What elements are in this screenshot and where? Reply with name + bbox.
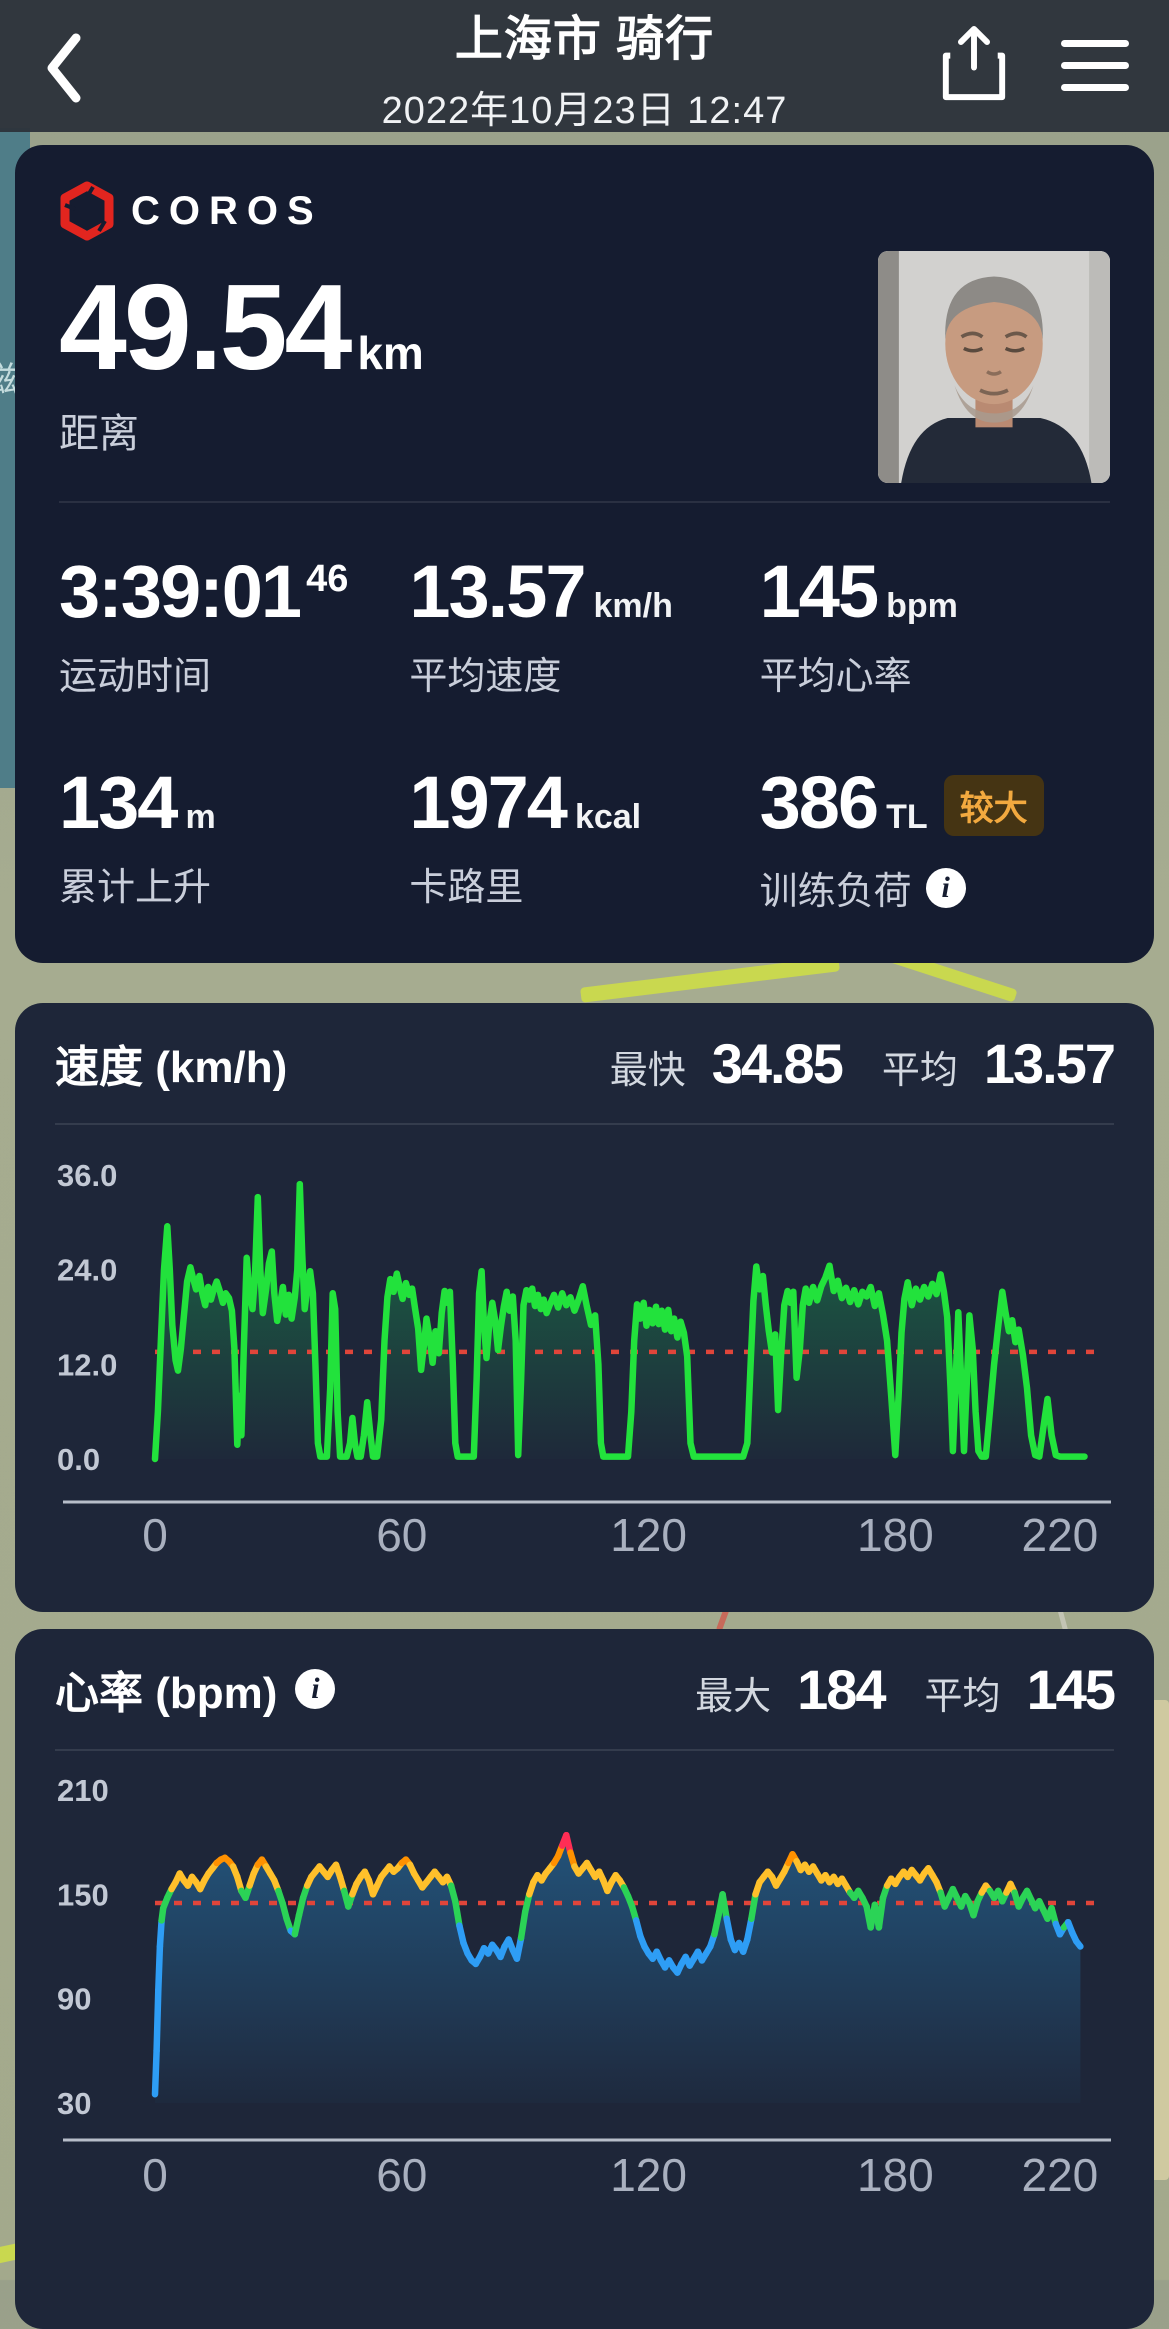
- svg-text:210: 210: [57, 1773, 109, 1808]
- heart-rate-chart-card: 心率 (bpm) i 最大 184 平均 145 210 150 90 30 0 60 120…: [15, 1629, 1154, 2329]
- svg-text:150: 150: [57, 1877, 109, 1912]
- distance-block: 49.54 km 距离: [59, 251, 1110, 483]
- stat-value: 13.57: [409, 550, 586, 634]
- share-button[interactable]: [935, 23, 1013, 109]
- avatar-portrait: [878, 251, 1110, 483]
- heart-rate-chart[interactable]: 210 150 90 30 0 60 120 180 220: [55, 1753, 1114, 2273]
- brand-wordmark: COROS: [131, 188, 323, 233]
- stat-unit: TL: [886, 798, 928, 837]
- svg-text:60: 60: [376, 2149, 427, 2201]
- stat-training-load: 386 TL 较大 训练负荷 i: [760, 766, 1110, 915]
- stat-label: 平均心率: [759, 656, 912, 699]
- svg-text:120: 120: [610, 2149, 687, 2201]
- map-place-label: 滋: [0, 361, 18, 399]
- stat-unit: m: [185, 798, 216, 837]
- speed-chart-header: 速度 (km/h) 最快 34.85 平均 13.57: [55, 1003, 1116, 1125]
- stat-avg-speed: 13.57 km/h 平均速度: [409, 555, 759, 700]
- stat-avg-hr: 145 bpm 平均心率: [760, 555, 1110, 700]
- activity-datetime: 2022年10月23日 12:47: [381, 89, 788, 132]
- stat-value: 386: [759, 761, 879, 845]
- svg-text:0: 0: [142, 2149, 168, 2201]
- training-load-badge: 较大: [943, 775, 1044, 837]
- hr-chart-stats: 最大 184 平均 145: [695, 1657, 1116, 1722]
- stat-duration: 3:39:01 46 运动时间: [59, 555, 409, 700]
- max-speed-label: 最快: [609, 1049, 686, 1092]
- max-hr-value: 184: [797, 1657, 886, 1721]
- avatar[interactable]: [878, 251, 1110, 483]
- distance-unit: km: [357, 327, 424, 379]
- summary-stats-grid: 3:39:01 46 运动时间 13.57 km/h 平均速度 145 bpm 平均心…: [59, 555, 1110, 915]
- svg-text:220: 220: [1021, 2149, 1098, 2201]
- hr-chart-header: 心率 (bpm) i 最大 184 平均 145: [55, 1629, 1116, 1751]
- avg-speed-label: 平均: [881, 1049, 958, 1092]
- info-icon[interactable]: i: [295, 1669, 336, 1709]
- distance-label: 距离: [59, 412, 139, 457]
- stat-superscript: 46: [306, 558, 349, 601]
- avg-hr-value: 145: [1026, 1657, 1116, 1721]
- coros-logo-icon: [60, 181, 114, 241]
- stat-unit: kcal: [574, 798, 642, 837]
- speed-chart-title: 速度 (km/h): [55, 1043, 288, 1092]
- stat-ascent: 134 m 累计上升: [59, 766, 409, 915]
- svg-text:90: 90: [57, 1982, 91, 2017]
- stat-label: 训练负荷 i: [760, 860, 1110, 915]
- stat-unit: bpm: [886, 587, 958, 626]
- stat-label: 平均速度: [409, 656, 562, 699]
- back-button[interactable]: [42, 30, 90, 106]
- stat-label: 运动时间: [59, 656, 212, 699]
- map-road: [580, 956, 840, 1003]
- stat-unit: km/h: [593, 587, 673, 626]
- max-speed-value: 34.85: [711, 1031, 844, 1095]
- svg-text:24.0: 24.0: [57, 1253, 117, 1288]
- stat-value: 3:39:01: [59, 550, 302, 634]
- svg-text:220: 220: [1021, 1509, 1098, 1561]
- hr-chart-title: 心率 (bpm) i: [55, 1657, 336, 1721]
- speed-chart[interactable]: 36.0 24.0 12.0 0.0 0 60 120 180 220: [55, 1127, 1114, 1609]
- svg-text:180: 180: [857, 1509, 934, 1561]
- speed-chart-card: 速度 (km/h) 最快 34.85 平均 13.57 36.0 24.0 12.0…: [15, 1003, 1154, 1612]
- menu-button[interactable]: [1059, 36, 1131, 96]
- avg-hr-label: 平均: [924, 1675, 1001, 1718]
- svg-text:60: 60: [376, 1509, 427, 1561]
- svg-text:0.0: 0.0: [57, 1442, 100, 1477]
- stat-value: 145: [759, 550, 879, 634]
- summary-divider: [59, 501, 1110, 504]
- svg-text:30: 30: [57, 2086, 91, 2121]
- svg-text:120: 120: [610, 1509, 687, 1561]
- page-title: 上海市 骑行: [454, 12, 715, 66]
- stat-calories: 1974 kcal 卡路里: [409, 766, 759, 915]
- brand-row: COROS: [59, 181, 1110, 241]
- avg-speed-value: 13.57: [983, 1031, 1116, 1095]
- svg-text:180: 180: [857, 2149, 934, 2201]
- stat-value: 1974: [409, 761, 568, 845]
- stat-label: 卡路里: [409, 867, 524, 910]
- speed-chart-stats: 最快 34.85 平均 13.57: [609, 1031, 1116, 1096]
- svg-text:36.0: 36.0: [57, 1158, 117, 1193]
- info-icon[interactable]: i: [925, 867, 966, 908]
- stat-value: 134: [59, 761, 178, 845]
- stat-label: 累计上升: [59, 867, 212, 910]
- max-hr-label: 最大: [695, 1675, 772, 1718]
- header-titles: 上海市 骑行 2022年10月23日 12:47: [0, 0, 1169, 132]
- chevron-left-icon: [47, 33, 81, 103]
- navigation-bar: 上海市 骑行 2022年10月23日 12:47: [0, 0, 1169, 132]
- distance-value: 49.54: [59, 259, 352, 395]
- svg-text:0: 0: [142, 1509, 168, 1561]
- activity-summary-card: COROS 49.54 km 距离: [15, 145, 1154, 963]
- svg-text:12.0: 12.0: [57, 1347, 117, 1382]
